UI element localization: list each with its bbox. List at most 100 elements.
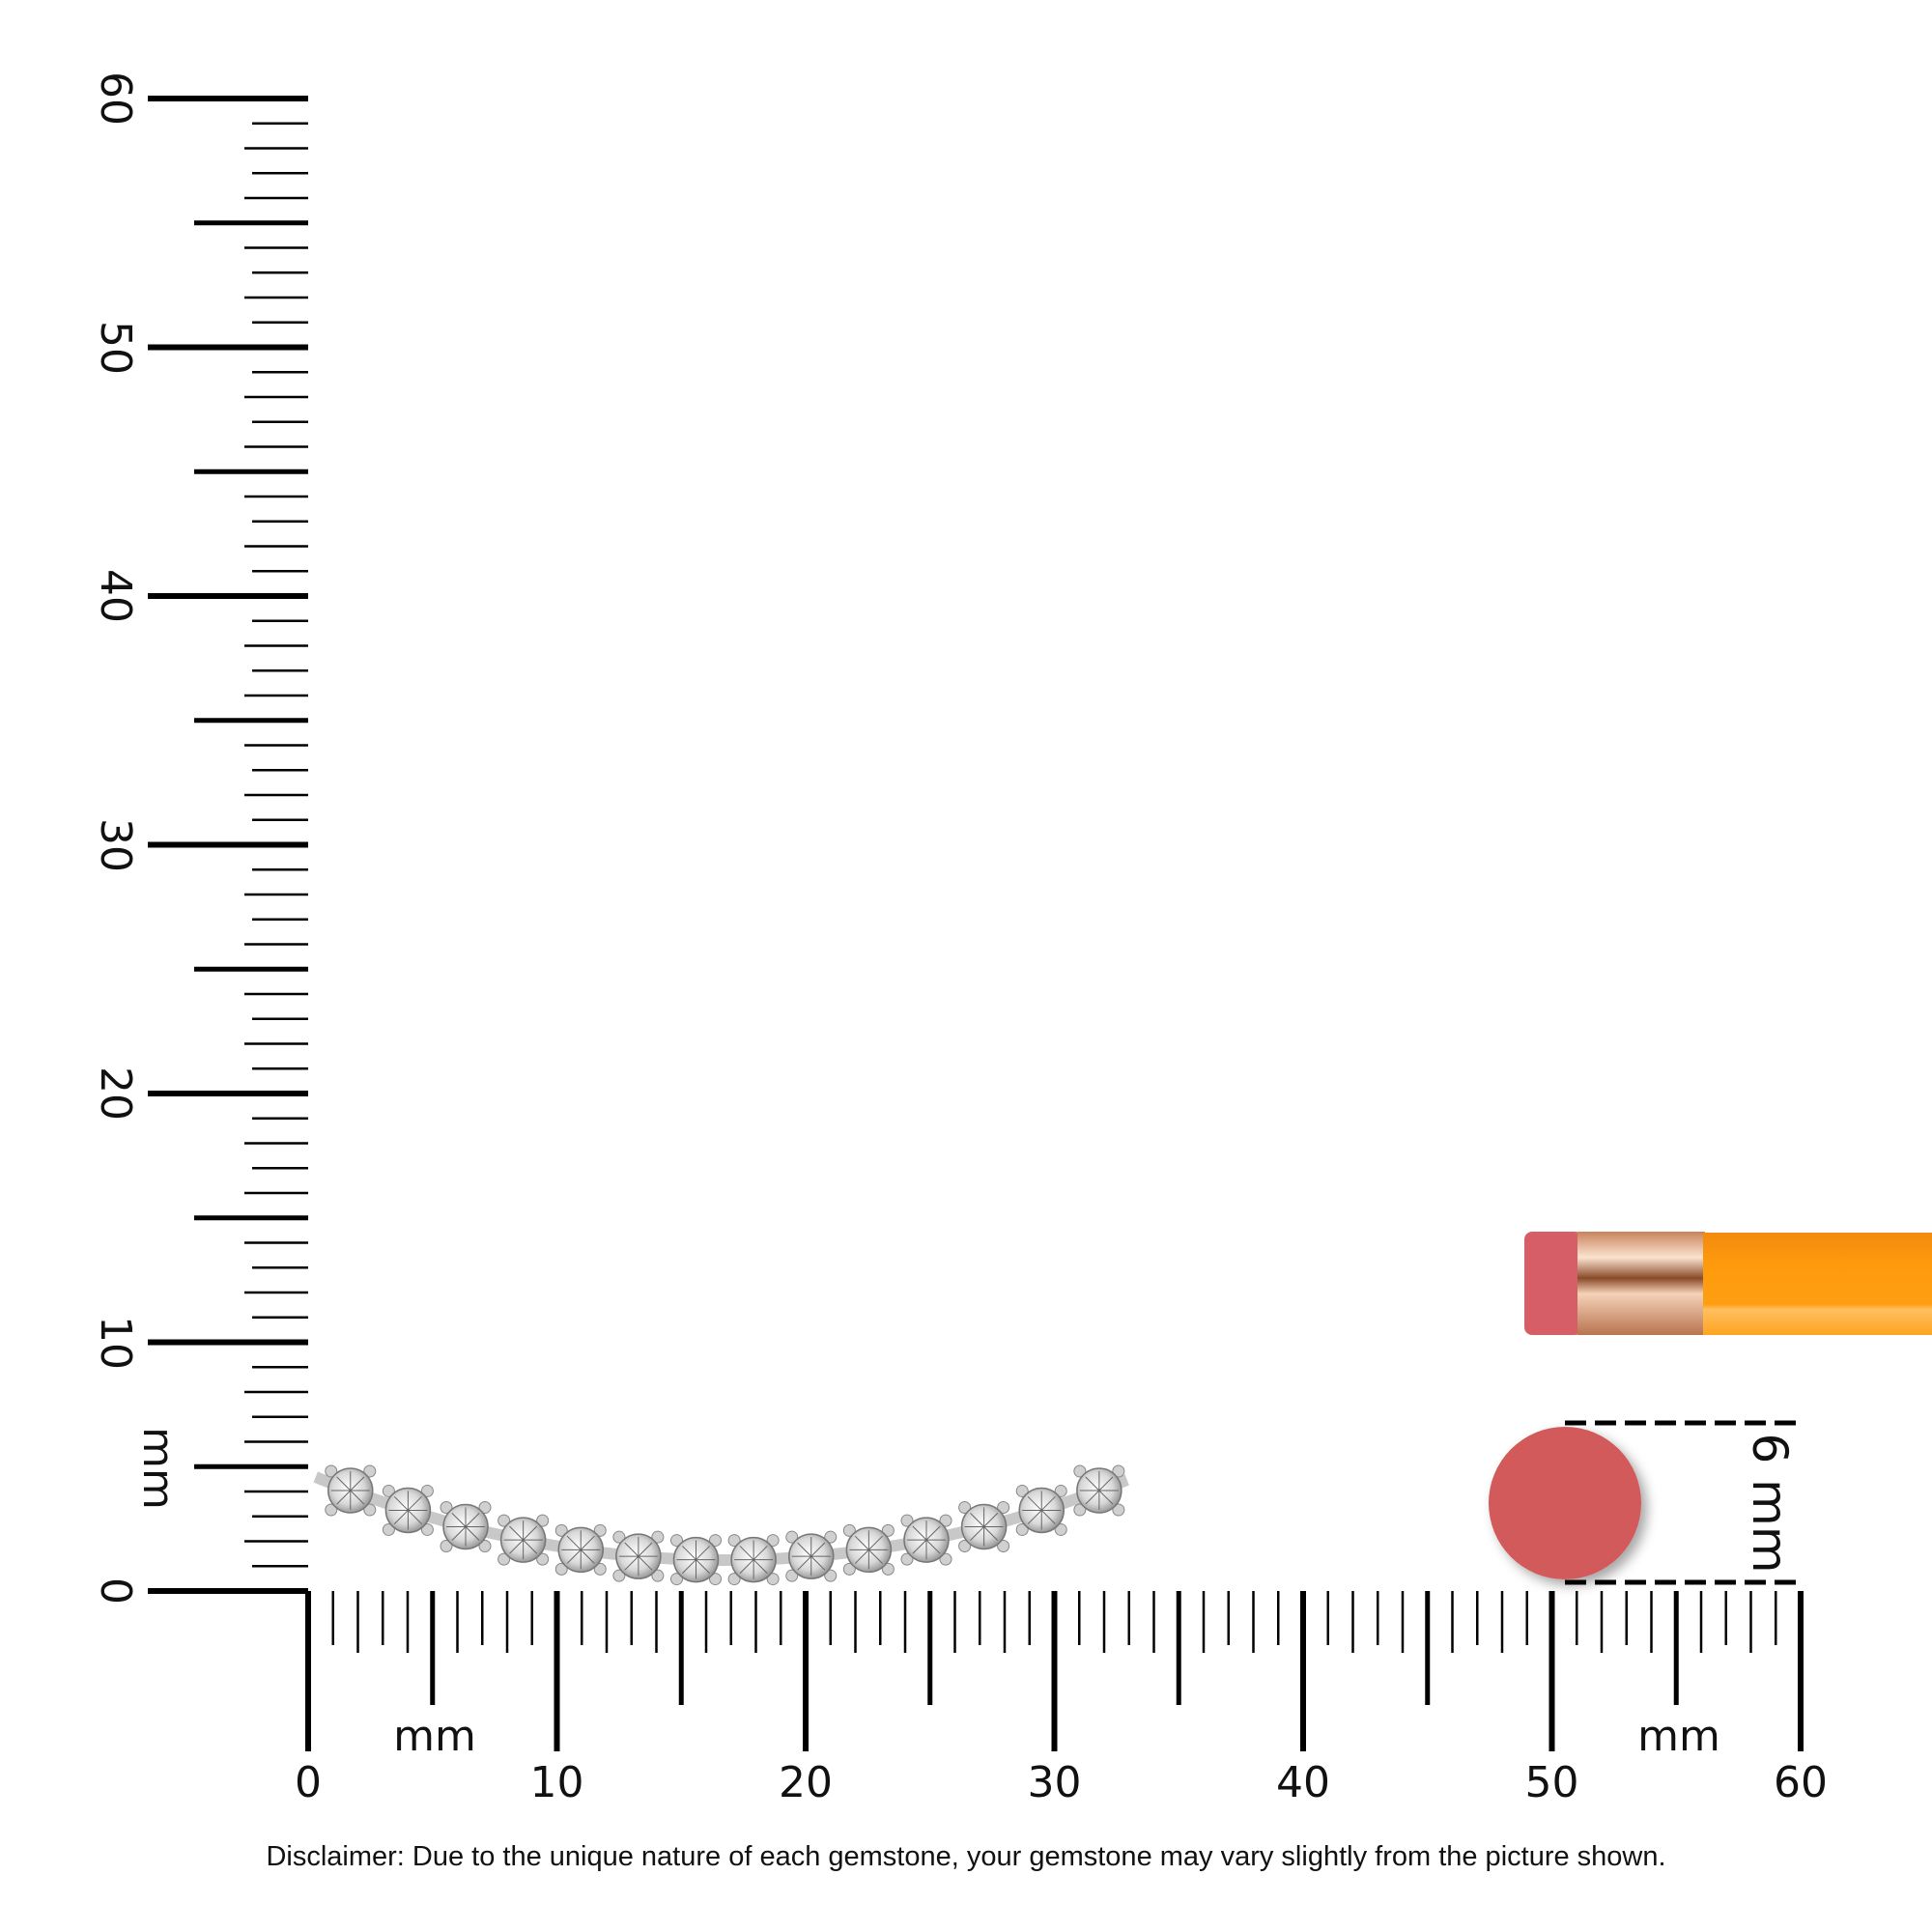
diamond-stone bbox=[670, 1534, 723, 1586]
prong bbox=[536, 1514, 550, 1527]
eraser-reference-circle bbox=[1489, 1427, 1641, 1579]
facet bbox=[350, 1476, 365, 1492]
prong bbox=[785, 1569, 799, 1582]
prong bbox=[478, 1539, 492, 1552]
pencil-eraser bbox=[1524, 1232, 1582, 1335]
prong bbox=[420, 1522, 434, 1536]
vertical-label-20: 20 bbox=[91, 1066, 140, 1121]
facet bbox=[393, 1510, 409, 1524]
horizontal-unit-label-left: mm bbox=[393, 1712, 476, 1761]
prong bbox=[766, 1534, 780, 1548]
prong bbox=[382, 1484, 395, 1497]
facet bbox=[797, 1542, 812, 1557]
prong bbox=[709, 1573, 723, 1586]
prong bbox=[709, 1534, 723, 1548]
diamond-stone bbox=[382, 1484, 434, 1536]
diamond-stone bbox=[612, 1530, 665, 1582]
prong bbox=[1015, 1522, 1029, 1536]
facet bbox=[523, 1525, 538, 1541]
vertical-label-50: 50 bbox=[91, 320, 140, 375]
facet bbox=[336, 1476, 352, 1492]
prong bbox=[824, 1530, 838, 1544]
facet bbox=[682, 1559, 696, 1575]
facet bbox=[1098, 1476, 1114, 1492]
diamond-stone bbox=[1015, 1484, 1067, 1536]
facet bbox=[983, 1526, 999, 1541]
vertical-label-40: 40 bbox=[91, 569, 140, 623]
facet bbox=[580, 1548, 595, 1564]
facet bbox=[1085, 1490, 1100, 1505]
facet bbox=[580, 1535, 595, 1550]
eraser-size-label: 6 mm bbox=[1742, 1433, 1798, 1574]
prong bbox=[727, 1573, 741, 1586]
prong bbox=[554, 1523, 568, 1537]
prong bbox=[766, 1573, 780, 1586]
diamond-stone bbox=[1073, 1464, 1125, 1517]
facet bbox=[970, 1512, 984, 1527]
prong bbox=[478, 1500, 492, 1514]
facet bbox=[868, 1535, 883, 1550]
facet bbox=[753, 1546, 768, 1560]
facet bbox=[393, 1495, 409, 1511]
prong bbox=[1073, 1464, 1087, 1478]
facet bbox=[912, 1525, 927, 1541]
facet bbox=[810, 1542, 826, 1557]
prong bbox=[440, 1500, 453, 1514]
facet bbox=[854, 1548, 869, 1564]
prong bbox=[939, 1552, 952, 1566]
diamond-stone bbox=[900, 1514, 952, 1566]
facet bbox=[983, 1512, 999, 1527]
prong bbox=[842, 1562, 856, 1576]
prong bbox=[1054, 1522, 1067, 1536]
facet bbox=[624, 1555, 639, 1571]
disclaimer-text: Disclaimer: Due to the unique nature of … bbox=[266, 1841, 1666, 1872]
facet bbox=[451, 1526, 467, 1541]
diamond-stone bbox=[325, 1464, 377, 1517]
prong bbox=[824, 1569, 838, 1582]
vertical-label-30: 30 bbox=[91, 817, 140, 872]
horizontal-label-0: 0 bbox=[295, 1758, 322, 1807]
prong bbox=[670, 1534, 684, 1548]
facet bbox=[451, 1512, 467, 1527]
horizontal-label-10: 10 bbox=[529, 1758, 584, 1807]
prong bbox=[325, 1464, 338, 1478]
prong bbox=[593, 1562, 607, 1576]
diamond-stone bbox=[842, 1523, 895, 1576]
facet bbox=[1040, 1510, 1056, 1524]
diamond-stone bbox=[497, 1514, 550, 1566]
diamond-stone bbox=[554, 1523, 607, 1576]
facet bbox=[925, 1539, 941, 1554]
prong bbox=[881, 1523, 895, 1537]
prong bbox=[651, 1530, 665, 1544]
ruler-ticks bbox=[148, 96, 1804, 1751]
facet bbox=[566, 1548, 582, 1564]
prong bbox=[382, 1522, 395, 1536]
prong bbox=[593, 1523, 607, 1537]
prong bbox=[1112, 1503, 1125, 1517]
facet bbox=[1040, 1495, 1056, 1511]
horizontal-label-50: 50 bbox=[1524, 1758, 1579, 1807]
prong bbox=[958, 1539, 972, 1552]
prong bbox=[958, 1500, 972, 1514]
facet bbox=[350, 1490, 365, 1505]
vertical-label-60: 60 bbox=[91, 71, 140, 126]
prong bbox=[651, 1569, 665, 1582]
diamond-stone bbox=[727, 1534, 780, 1586]
pencil-reference bbox=[1524, 1232, 1932, 1335]
prong bbox=[497, 1552, 511, 1566]
facet bbox=[638, 1542, 653, 1557]
facet bbox=[912, 1539, 927, 1554]
pencil-body bbox=[1703, 1233, 1932, 1335]
prong bbox=[612, 1569, 626, 1582]
prong bbox=[536, 1552, 550, 1566]
facet bbox=[523, 1539, 538, 1554]
facet bbox=[810, 1555, 826, 1571]
diamond-stone bbox=[785, 1530, 838, 1582]
prong bbox=[997, 1539, 1010, 1552]
facet bbox=[465, 1512, 480, 1527]
facet bbox=[566, 1535, 582, 1550]
facet bbox=[336, 1490, 352, 1505]
facet bbox=[753, 1559, 768, 1575]
horizontal-label-20: 20 bbox=[779, 1758, 833, 1807]
horizontal-label-40: 40 bbox=[1276, 1758, 1330, 1807]
